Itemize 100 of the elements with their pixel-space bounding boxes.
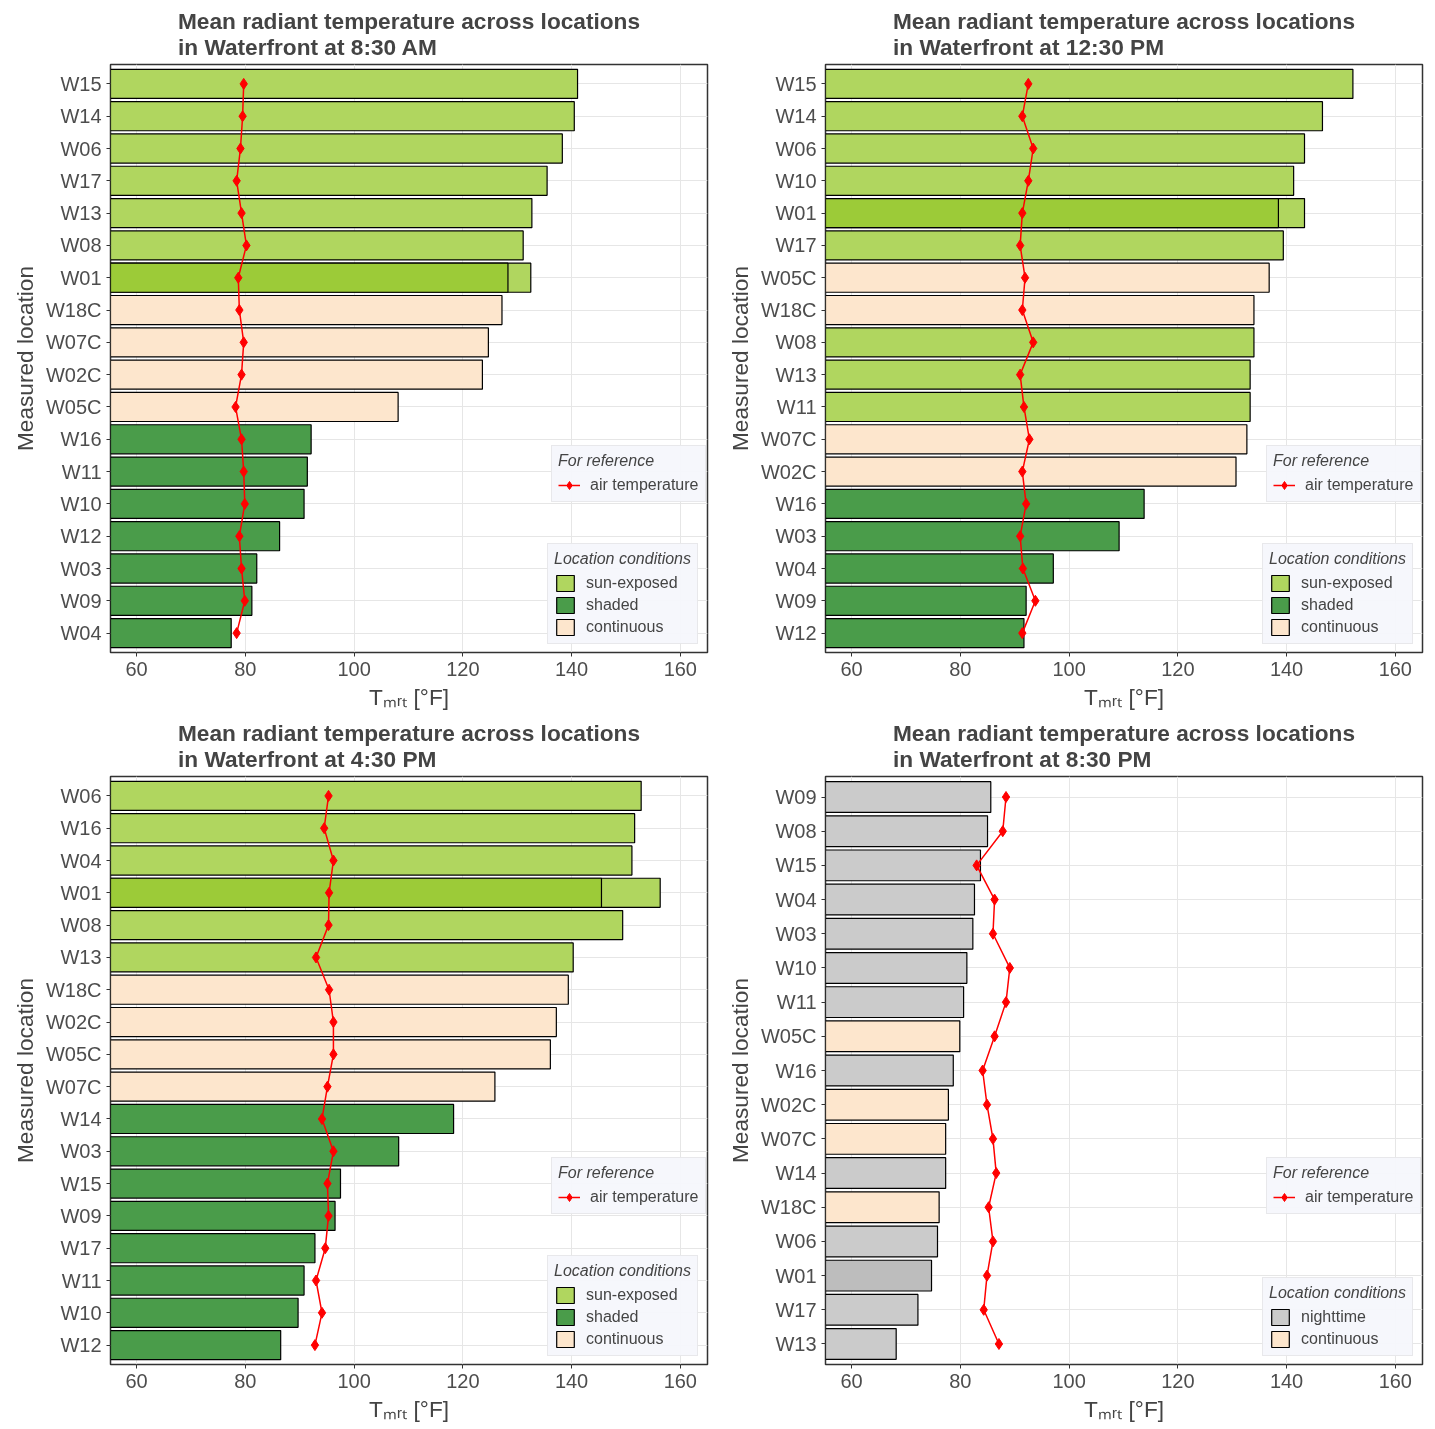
y-tick-label: W13 xyxy=(60,202,102,225)
x-tick-label: 100 xyxy=(1052,657,1086,680)
y-tick-label: W06 xyxy=(60,784,102,807)
annotation: For reference xyxy=(558,1164,656,1182)
y-tick-label: W02C xyxy=(45,363,102,386)
legend-title: Location conditions xyxy=(554,1262,691,1280)
legend-title: Location conditions xyxy=(1269,1284,1406,1302)
y-tick-label: W09 xyxy=(60,1204,102,1227)
x-axis-title: Tₘᵣₜ [°F] xyxy=(368,683,450,710)
y-axis-title: Measured location xyxy=(726,265,753,452)
x-axis-title: Tₘᵣₜ [°F] xyxy=(1083,1395,1165,1422)
y-tick-label: W11 xyxy=(776,991,817,1014)
y-tick-label: W13 xyxy=(775,1332,817,1355)
x-tick-label: 140 xyxy=(554,657,589,680)
y-axis-title: Measured location xyxy=(11,977,38,1164)
y-tick-label: W16 xyxy=(775,1059,817,1082)
y-tick-label: W14 xyxy=(60,1107,102,1130)
legend-label: sun-exposed xyxy=(586,574,678,592)
legend-label: nighttime xyxy=(1301,1308,1366,1326)
x-tick-label: 60 xyxy=(125,657,148,680)
y-tick-label: W04 xyxy=(60,622,102,645)
chart-title: Mean radiant temperature across locations in Waterfront at 8:30 AM xyxy=(177,7,641,60)
x-tick-label: 100 xyxy=(1052,1369,1086,1392)
y-tick-label: W09 xyxy=(775,786,817,809)
y-tick-label: W09 xyxy=(60,589,102,612)
legend-label: air temperature xyxy=(1305,476,1414,494)
y-tick-label: W11 xyxy=(776,395,817,418)
y-tick-label: W18C xyxy=(760,299,817,322)
y-tick-label: W10 xyxy=(775,169,817,192)
legend-label: sun-exposed xyxy=(586,1286,678,1304)
y-tick-label: W17 xyxy=(775,234,817,257)
x-tick-label: 80 xyxy=(949,657,972,680)
y-tick-label: W07C xyxy=(45,1075,102,1098)
x-tick-label: 140 xyxy=(554,1369,589,1392)
legend-label: air temperature xyxy=(590,1188,699,1206)
y-tick-label: W07C xyxy=(45,331,102,354)
y-tick-label: W06 xyxy=(775,1230,817,1253)
y-tick-label: W05C xyxy=(45,1043,102,1066)
x-tick-label: 140 xyxy=(1269,1369,1304,1392)
y-tick-label: W06 xyxy=(60,137,102,160)
x-tick-label: 60 xyxy=(125,1369,148,1392)
y-tick-label: W04 xyxy=(775,888,817,911)
x-tick-label: 140 xyxy=(1269,657,1304,680)
y-tick-label: W13 xyxy=(775,363,817,386)
y-tick-label: W03 xyxy=(775,525,817,548)
chart-title: Mean radiant temperature across locations in Waterfront at 8:30 PM xyxy=(892,719,1356,772)
y-tick-label: W14 xyxy=(775,1162,817,1185)
y-tick-label: W13 xyxy=(60,946,102,969)
x-axis-title: Tₘᵣₜ [°F] xyxy=(1083,683,1165,710)
x-tick-label: 120 xyxy=(1161,657,1195,680)
x-tick-label: 80 xyxy=(949,1369,972,1392)
y-tick-label: W15 xyxy=(775,854,817,877)
x-tick-label: 120 xyxy=(446,1369,480,1392)
annotation: For reference xyxy=(1273,1164,1371,1182)
legend-label: shaded xyxy=(1301,596,1354,614)
y-tick-label: W18C xyxy=(45,299,102,322)
y-tick-label: W14 xyxy=(775,105,817,128)
legend-label: continuous xyxy=(586,1330,664,1348)
x-tick-label: 120 xyxy=(446,657,480,680)
y-tick-label: W12 xyxy=(60,1334,102,1357)
y-tick-label: W03 xyxy=(775,922,817,945)
y-tick-label: W16 xyxy=(775,492,817,515)
legend-label: shaded xyxy=(586,596,639,614)
x-tick-label: 80 xyxy=(234,657,257,680)
y-tick-label: W03 xyxy=(60,557,102,580)
x-tick-label: 160 xyxy=(663,657,697,680)
x-tick-label: 160 xyxy=(663,1369,697,1392)
y-tick-label: W08 xyxy=(60,234,102,257)
legend-label: air temperature xyxy=(1305,1188,1414,1206)
legend-title: Location conditions xyxy=(1269,550,1406,568)
y-tick-label: W10 xyxy=(60,1301,102,1324)
y-tick-label: W01 xyxy=(60,881,102,904)
y-tick-label: W16 xyxy=(60,817,102,840)
y-tick-label: W17 xyxy=(60,1237,102,1260)
y-tick-label: W04 xyxy=(60,849,102,872)
y-tick-label: W17 xyxy=(60,169,102,192)
y-tick-label: W07C xyxy=(760,428,817,451)
legend-label: continuous xyxy=(1301,618,1379,636)
x-tick-label: 100 xyxy=(337,1369,371,1392)
y-tick-label: W08 xyxy=(60,914,102,937)
y-axis-title: Measured location xyxy=(726,977,753,1164)
y-tick-label: W15 xyxy=(60,72,102,95)
x-tick-label: 60 xyxy=(840,657,863,680)
legend-label: continuous xyxy=(1301,1330,1379,1348)
x-tick-label: 160 xyxy=(1378,657,1412,680)
x-tick-label: 100 xyxy=(337,657,371,680)
y-tick-label: W18C xyxy=(45,978,102,1001)
x-tick-label: 80 xyxy=(234,1369,257,1392)
y-tick-label: W01 xyxy=(775,1264,817,1287)
y-tick-label: W08 xyxy=(775,331,817,354)
y-tick-label: W03 xyxy=(60,1140,102,1163)
y-tick-label: W04 xyxy=(775,557,817,580)
y-tick-label: W18C xyxy=(760,1196,817,1219)
annotation: For reference xyxy=(1273,452,1371,470)
y-tick-label: W02C xyxy=(45,1011,102,1034)
x-tick-label: 60 xyxy=(840,1369,863,1392)
x-tick-label: 120 xyxy=(1161,1369,1195,1392)
y-tick-label: W12 xyxy=(60,525,102,548)
y-tick-label: W16 xyxy=(60,428,102,451)
y-tick-label: W09 xyxy=(775,589,817,612)
